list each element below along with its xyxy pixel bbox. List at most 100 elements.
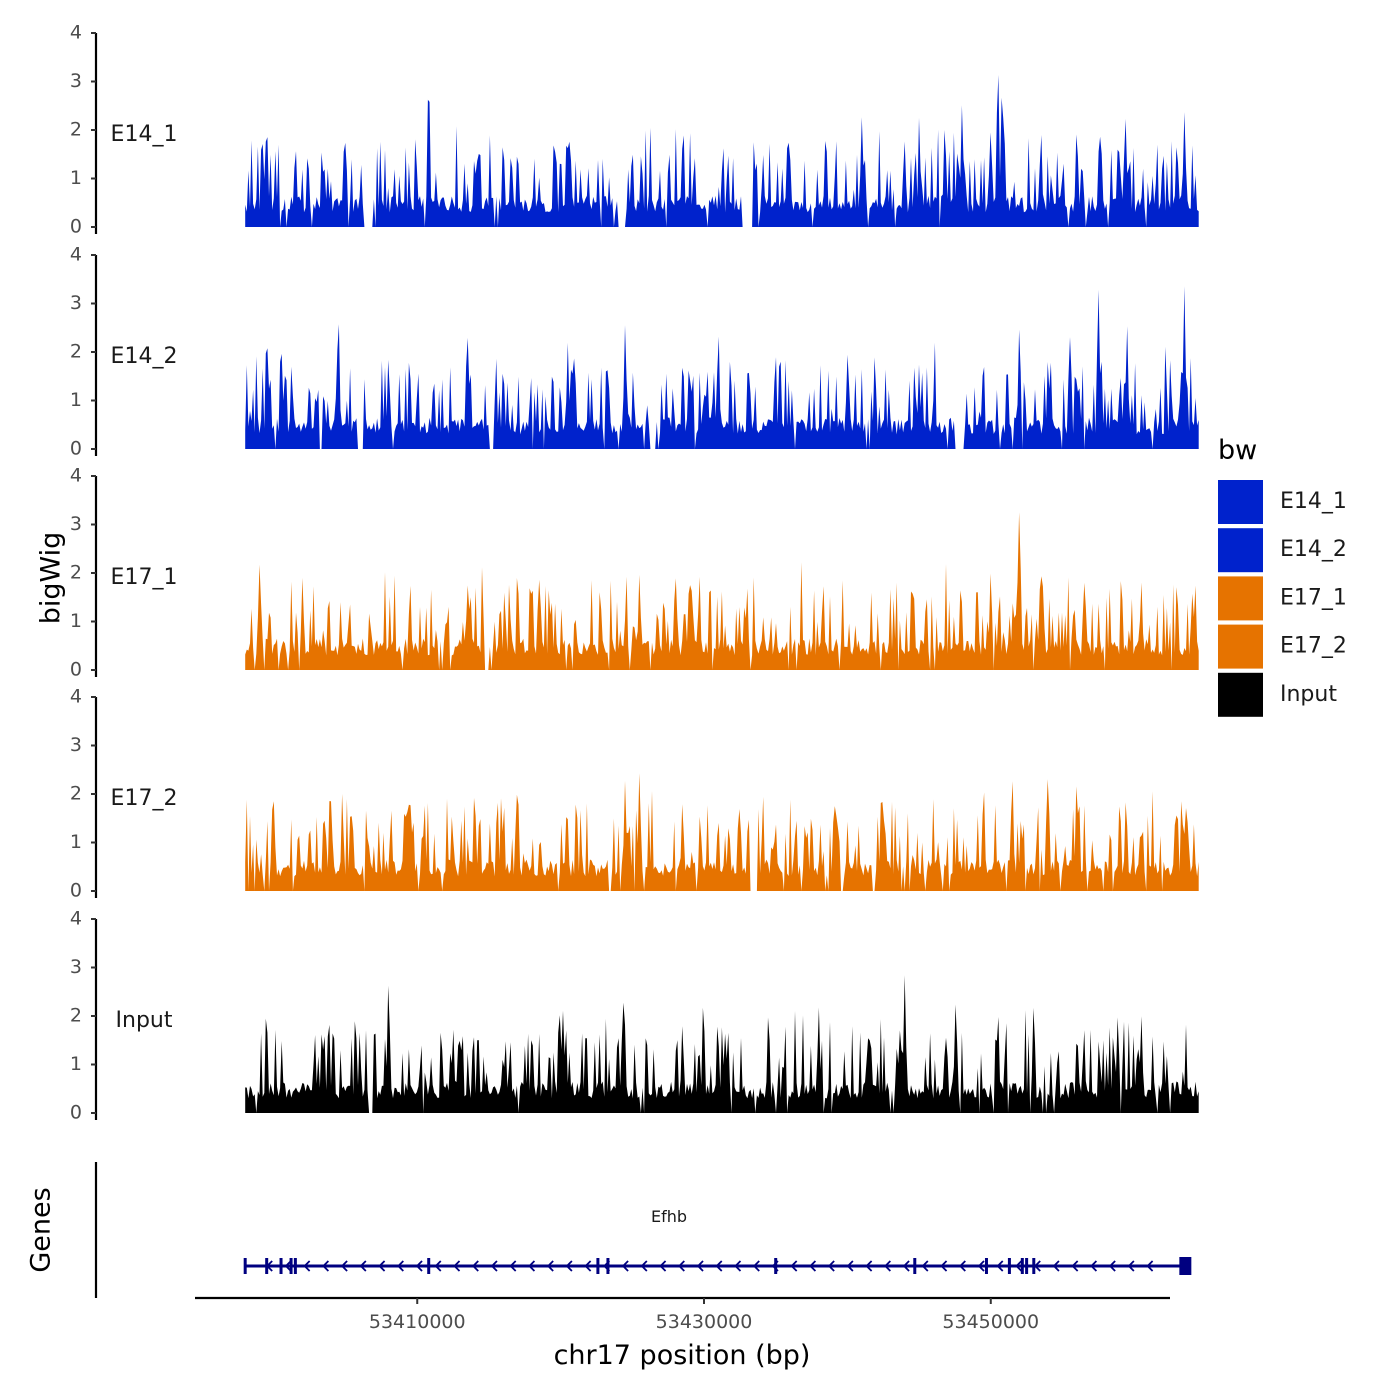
- strand-arrow: [1108, 1260, 1116, 1272]
- track-e14_1: 0 1 2 3 4 E14_1: [70, 22, 1199, 238]
- track-e17_2: 0 1 2 3 4 E17_2: [70, 686, 1199, 902]
- exon: [1020, 1258, 1024, 1274]
- y-tick-label: 0: [70, 659, 82, 681]
- legend: bw E14_1 E14_2 E17_1 E17_2 Input: [1218, 435, 1347, 717]
- y-tick-label: 4: [70, 465, 82, 487]
- strand-arrow: [827, 1260, 835, 1272]
- legend-swatch: [1218, 576, 1263, 621]
- y-tick-label: 4: [70, 244, 82, 266]
- exon: [1007, 1258, 1011, 1274]
- x-tick-label: 53450000: [942, 1311, 1039, 1333]
- strand-arrow: [528, 1260, 536, 1272]
- y-tick-label: 1: [70, 831, 82, 853]
- strand-arrow: [846, 1260, 854, 1272]
- strand-arrow: [284, 1260, 292, 1272]
- strand-arrow: [1090, 1260, 1098, 1272]
- strand-arrow: [303, 1260, 311, 1272]
- strand-arrow: [584, 1260, 592, 1272]
- strand-arrow: [1052, 1260, 1060, 1272]
- exon: [289, 1258, 293, 1274]
- exon: [774, 1258, 778, 1274]
- strand-arrow: [546, 1260, 554, 1272]
- exon: [596, 1258, 600, 1274]
- x-tick-label: 53430000: [656, 1311, 753, 1333]
- track-e14_2: 0 1 2 3 4 E14_2: [70, 244, 1199, 460]
- strand-arrow: [1146, 1260, 1154, 1272]
- tracks-layer: 0 1 2 3 4 E14_1 0 1 2 3 4 E14_2 0 1 2 3 4 E17_1 0 1 2 3 4 E17_2…: [70, 22, 1199, 1124]
- strand-arrow: [453, 1260, 461, 1272]
- y-tick-label: 1: [70, 1053, 82, 1075]
- legend-label: E14_2: [1280, 537, 1347, 562]
- strand-arrow: [471, 1260, 479, 1272]
- strand-arrow: [734, 1260, 742, 1272]
- y-tick-label: 1: [70, 167, 82, 189]
- y-tick-label: 1: [70, 389, 82, 411]
- y-tick-label: 2: [70, 1005, 82, 1027]
- exon: [427, 1258, 431, 1274]
- coverage-area: [245, 512, 1199, 670]
- strand-arrow: [752, 1260, 760, 1272]
- strand-arrow: [959, 1260, 966, 1272]
- exon: [606, 1258, 610, 1274]
- coverage-area: [245, 773, 1199, 891]
- strand-arrow: [1071, 1260, 1079, 1272]
- legend-label: Input: [1280, 682, 1337, 707]
- track-label: E17_2: [111, 786, 178, 811]
- y-tick-label: 1: [70, 610, 82, 632]
- legend-label: E17_2: [1280, 634, 1347, 659]
- strand-arrow: [678, 1260, 685, 1272]
- exon: [913, 1258, 917, 1274]
- coverage-area: [245, 975, 1199, 1113]
- y-tick-label: 0: [70, 1102, 82, 1124]
- y-tick-label: 0: [70, 438, 82, 460]
- exon: [984, 1258, 988, 1274]
- coverage-area: [245, 286, 1199, 449]
- strand-arrow: [696, 1260, 704, 1272]
- strand-arrow: [359, 1260, 367, 1272]
- strand-arrow: [621, 1260, 629, 1272]
- y-tick-label: 2: [70, 341, 82, 363]
- strand-arrow: [921, 1260, 929, 1272]
- y-tick-label: 0: [70, 880, 82, 902]
- y-tick-label: 4: [70, 908, 82, 930]
- y-tick-label: 0: [70, 216, 82, 238]
- y-tick-label: 3: [70, 292, 82, 314]
- strand-arrow: [565, 1260, 573, 1272]
- exon: [265, 1258, 269, 1274]
- strand-arrow: [509, 1260, 517, 1272]
- legend-swatch: [1218, 672, 1263, 717]
- strand-arrow: [378, 1260, 386, 1272]
- strand-arrow: [865, 1260, 873, 1272]
- strand-arrow: [715, 1260, 723, 1272]
- track-label: Input: [116, 1008, 173, 1033]
- y-tick-label: 2: [70, 562, 82, 584]
- track-label: E14_1: [111, 122, 178, 147]
- strand-arrow: [415, 1260, 423, 1272]
- strand-arrow: [902, 1260, 910, 1272]
- exon: [1025, 1258, 1029, 1274]
- track-label: E17_1: [111, 565, 178, 590]
- y-tick-label: 3: [70, 734, 82, 756]
- x-tick-label: 53410000: [369, 1311, 466, 1333]
- y-tick-label: 2: [70, 119, 82, 141]
- strand-arrow: [434, 1260, 442, 1272]
- exon: [243, 1258, 247, 1274]
- legend-title: bw: [1218, 435, 1257, 466]
- y-tick-label: 2: [70, 783, 82, 805]
- strand-arrow: [397, 1260, 404, 1272]
- coverage-area: [245, 75, 1199, 227]
- legend-swatch: [1218, 480, 1263, 524]
- strand-arrow: [490, 1260, 498, 1272]
- y-tick-label: 4: [70, 686, 82, 708]
- y-axis-title: bigWig: [36, 532, 67, 625]
- track-label: E14_2: [111, 344, 178, 369]
- legend-label: E14_1: [1280, 489, 1347, 514]
- x-axis: chr17 position (bp) 53410000 53430000 5345…: [195, 1296, 1170, 1371]
- strand-arrow: [996, 1260, 1004, 1272]
- strand-arrow: [940, 1260, 948, 1272]
- strand-arrow: [322, 1260, 330, 1272]
- exon: [1032, 1258, 1036, 1274]
- strand-arrow: [640, 1260, 648, 1272]
- gene-label: Efhb: [651, 1207, 687, 1226]
